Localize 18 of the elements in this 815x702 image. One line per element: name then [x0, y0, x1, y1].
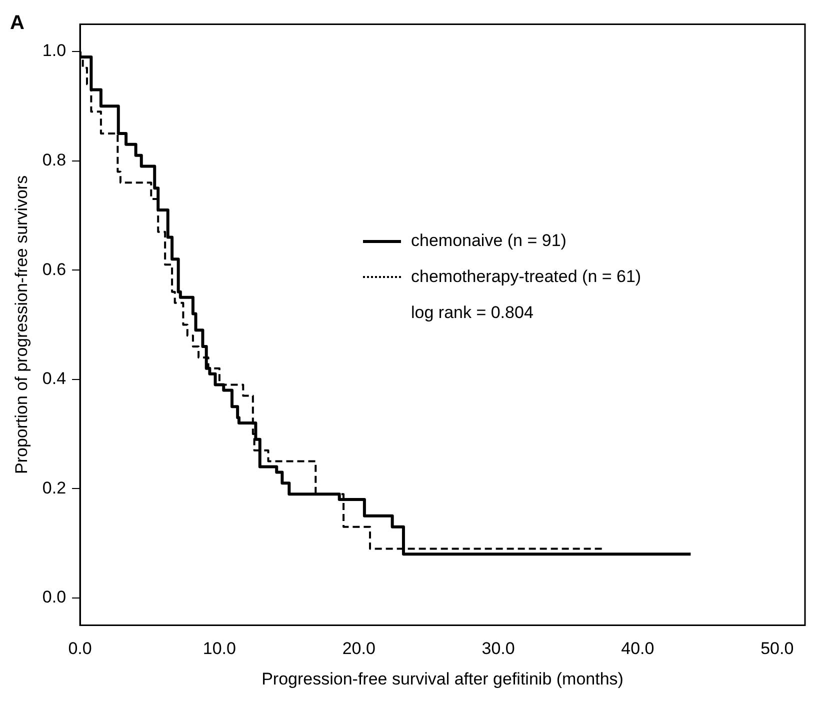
legend-label: chemotherapy-treated (n = 61) [411, 266, 642, 288]
chart-title: A [10, 12, 24, 35]
x-tick-label: 40.0 [621, 639, 654, 658]
y-tick-label: 1.0 [42, 41, 66, 60]
y-tick-label: 0.6 [42, 260, 66, 279]
y-tick-label: 0.2 [42, 478, 66, 498]
x-axis-title: Progression-free survival after gefitinib (months) [262, 669, 624, 688]
x-tick-label: 0.0 [68, 639, 92, 658]
y-axis-title: Proportion of progression-free survivors [12, 175, 31, 474]
x-tick-label: 10.0 [202, 639, 236, 658]
y-tick-label: 0.0 [42, 588, 66, 607]
annotation: log rank = 0.804 [411, 302, 534, 324]
legend-label: chemonaive (n = 91) [411, 230, 566, 252]
x-tick-label: 50.0 [760, 639, 794, 658]
y-tick-label: 0.8 [42, 150, 66, 170]
y-tick-label: 0.4 [42, 369, 66, 388]
x-tick-label: 30.0 [482, 639, 515, 658]
x-tick-label: 20.0 [342, 639, 376, 658]
